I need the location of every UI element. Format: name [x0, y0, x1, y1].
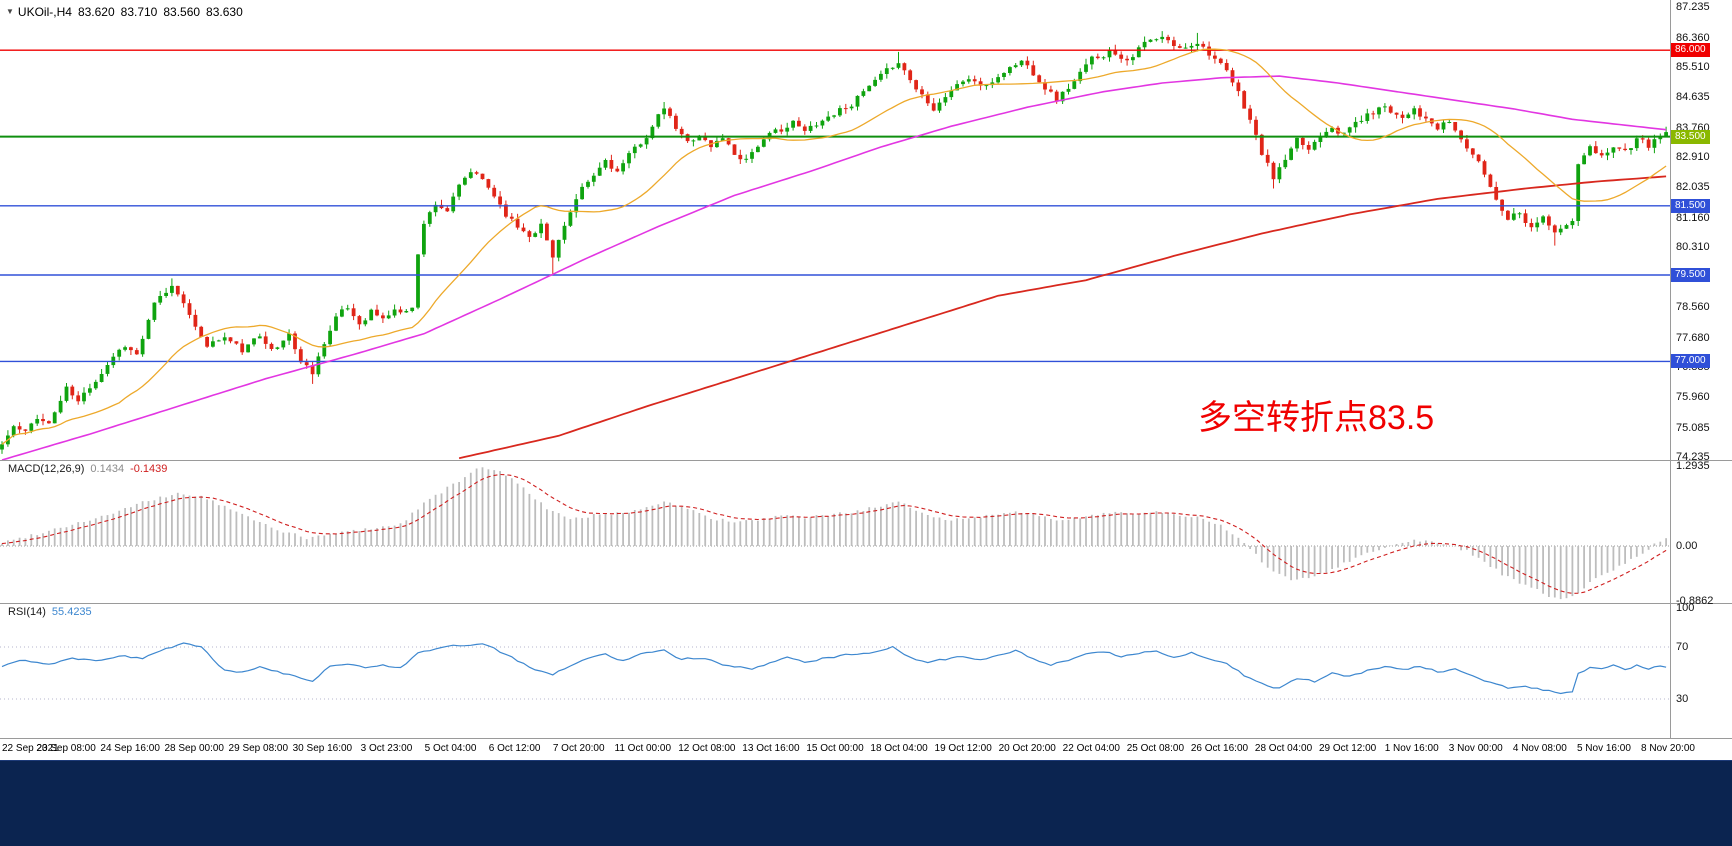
time-axis: 22 Sep 2021 23 Sep 08:00 24 Sep 16:00 28 Se…: [0, 739, 1732, 760]
time-label: 3 Oct 23:00: [360, 743, 413, 754]
macd-layer: [0, 467, 1670, 600]
time-label: 22 Oct 04:00: [1062, 743, 1120, 754]
time-label: 13 Oct 16:00: [742, 743, 800, 754]
time-label: 7 Oct 20:00: [552, 743, 605, 754]
time-label: 28 Oct 04:00: [1254, 743, 1313, 754]
time-label: 18 Oct 04:00: [870, 743, 928, 754]
time-label: 1 Nov 16:00: [1384, 743, 1439, 754]
panel-separators: [0, 0, 1732, 739]
time-label: 22 Sep 2021: [2, 743, 59, 754]
time-label: 4 Nov 08:00: [1512, 743, 1567, 754]
moving-averages-layer: [1, 48, 1667, 461]
time-label: 12 Oct 08:00: [678, 743, 736, 754]
time-label: 19 Oct 12:00: [934, 743, 992, 754]
time-label: 15 Oct 00:00: [806, 743, 864, 754]
time-label: 3 Nov 00:00: [1448, 743, 1503, 754]
time-label: 5 Nov 16:00: [1576, 743, 1631, 754]
candles-layer: [0, 31, 1668, 454]
time-label: 5 Oct 04:00: [424, 743, 477, 754]
time-label: 20 Oct 20:00: [998, 743, 1056, 754]
time-label: 30 Sep 16:00: [292, 743, 353, 754]
time-label: 24 Sep 16:00: [100, 743, 160, 754]
time-label: 23 Sep 08:00: [36, 743, 96, 754]
time-label: 6 Oct 12:00: [488, 743, 541, 754]
bottom-taskbar[interactable]: [0, 760, 1732, 846]
time-label: 29 Sep 08:00: [228, 743, 289, 754]
time-label: 11 Oct 00:00: [614, 743, 672, 754]
time-label: 26 Oct 16:00: [1190, 743, 1249, 754]
horizontal-lines-layer: [0, 49, 1670, 363]
time-label: 28 Sep 00:00: [164, 743, 224, 754]
time-label: 25 Oct 08:00: [1126, 743, 1185, 754]
time-label: 8 Nov 20:00: [1641, 743, 1695, 754]
rsi-layer: [0, 642, 1670, 700]
time-label: 29 Oct 12:00: [1318, 743, 1377, 754]
chart-canvas[interactable]: [0, 0, 1732, 739]
